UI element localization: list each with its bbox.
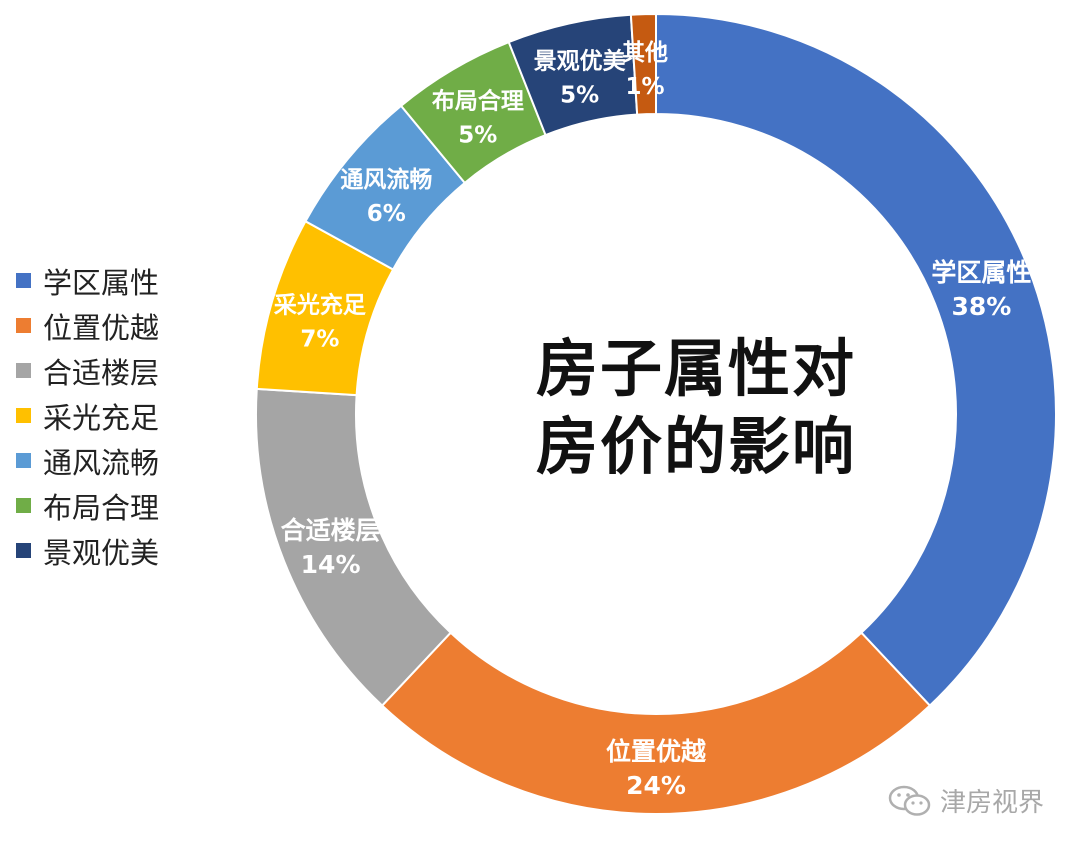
slice-label: 合适楼层: [281, 516, 381, 545]
legend-swatch: [16, 363, 31, 378]
watermark-text: 津房视界: [940, 788, 1045, 818]
legend-swatch: [16, 318, 31, 333]
legend-item: 景观优美: [16, 528, 159, 573]
chart-legend: 学区属性 位置优越 合适楼层 采光充足 通风流畅 布局合理 景观优美: [16, 258, 159, 573]
chart-title-line-1: 房子属性对: [535, 332, 856, 405]
legend-label: 布局合理: [43, 490, 160, 525]
chart-title-line-2: 房价的影响: [535, 410, 856, 483]
legend-item: 采光充足: [16, 393, 159, 438]
donut-slice-7: [629, 12, 657, 116]
legend-label: 合适楼层: [43, 355, 160, 390]
slice-label: 采光充足: [274, 291, 366, 318]
slice-value-label: 5%: [458, 123, 497, 149]
slice-value-label: 6%: [367, 201, 406, 227]
legend-label: 通风流畅: [43, 445, 160, 480]
legend-item: 合适楼层: [16, 348, 159, 393]
slice-value-label: 14%: [301, 550, 361, 579]
donut-slice-2: [255, 387, 453, 708]
slice-label: 学区属性: [931, 258, 1031, 287]
legend-label: 学区属性: [43, 265, 160, 300]
slice-label: 其他: [622, 40, 668, 66]
slice-label: 位置优越: [606, 737, 707, 766]
legend-label: 景观优美: [43, 535, 160, 570]
slice-value-label: 1%: [625, 74, 664, 100]
watermark: 津房视界: [888, 782, 1044, 819]
chart-title: 房子属性对 房价的影响: [496, 330, 896, 486]
legend-item: 学区属性: [16, 258, 159, 303]
legend-label: 采光充足: [43, 400, 160, 435]
slice-value-label: 7%: [300, 326, 339, 352]
slice-label: 布局合理: [432, 88, 524, 115]
slice-value-label: 38%: [951, 292, 1011, 321]
donut-slice-1: [380, 631, 932, 815]
slice-value-label: 5%: [560, 82, 599, 108]
legend-item: 通风流畅: [16, 438, 159, 483]
wechat-icon: [888, 785, 931, 816]
legend-swatch: [16, 453, 31, 468]
slice-label: 景观优美: [534, 47, 626, 74]
legend-item: 位置优越: [16, 303, 159, 348]
slice-value-label: 24%: [626, 771, 686, 800]
legend-swatch: [16, 408, 31, 423]
slice-label: 通风流畅: [340, 166, 432, 193]
legend-swatch: [16, 273, 31, 288]
legend-label: 位置优越: [43, 310, 160, 345]
donut-slice-0: [655, 12, 1057, 708]
legend-item: 布局合理: [16, 483, 159, 528]
legend-swatch: [16, 543, 31, 558]
legend-swatch: [16, 498, 31, 513]
